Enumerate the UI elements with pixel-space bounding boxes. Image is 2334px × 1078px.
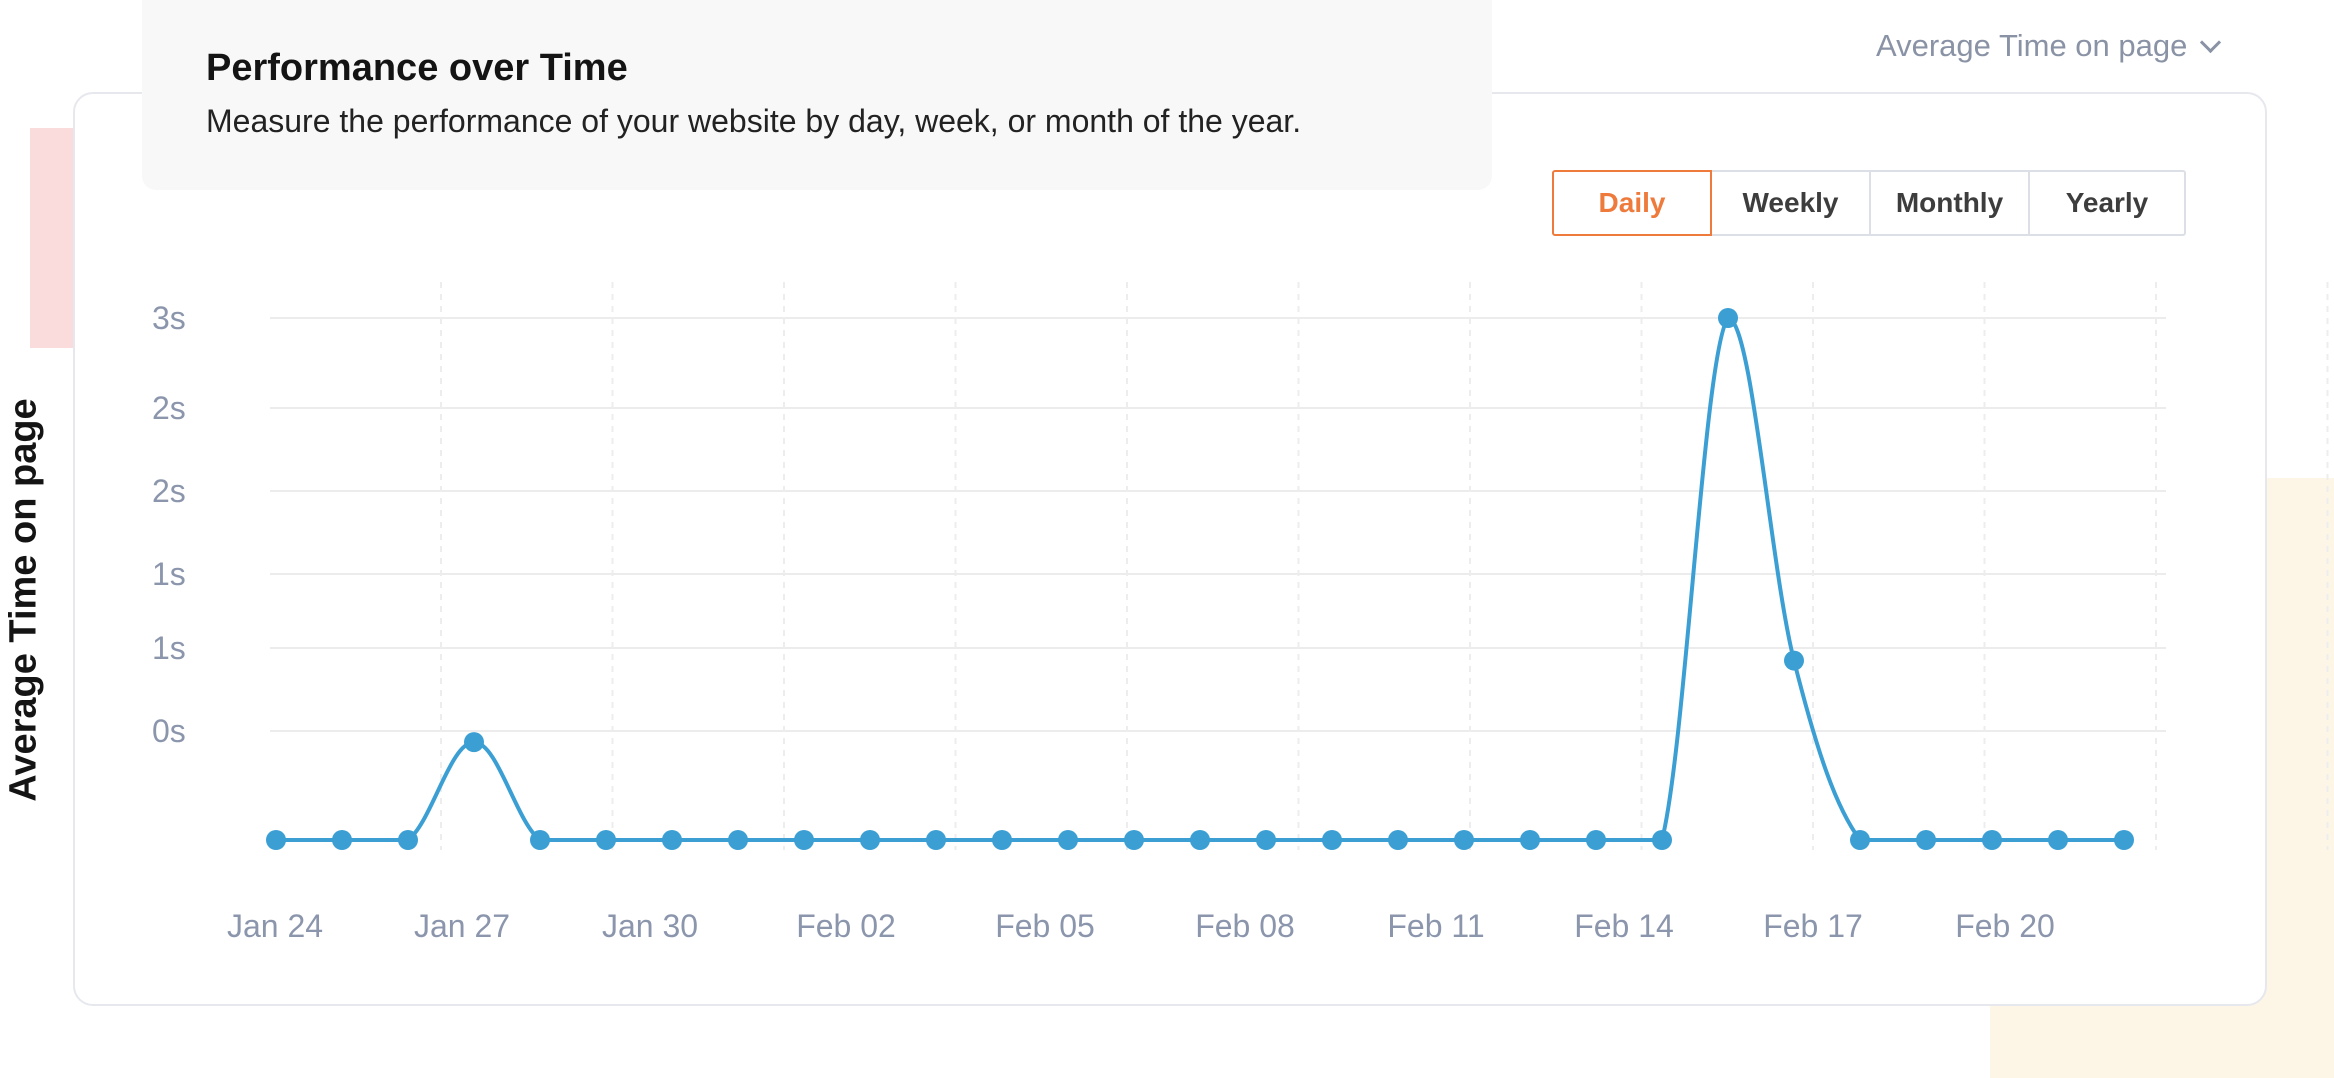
data-point <box>398 830 418 850</box>
data-point <box>794 830 814 850</box>
x-tick-label: Feb 11 <box>1387 908 1484 944</box>
data-point <box>1454 830 1474 850</box>
data-point <box>1784 650 1804 671</box>
data-point <box>1586 830 1606 850</box>
data-point <box>1256 830 1276 850</box>
period-toggle-weekly[interactable]: Weekly <box>1710 170 1871 236</box>
data-point <box>1124 830 1144 850</box>
x-tick-label: Feb 17 <box>1763 908 1863 944</box>
chart-heading: Performance over Time <box>206 47 628 89</box>
period-toggle-group: Daily Weekly Monthly Yearly <box>1552 170 2186 236</box>
data-point <box>992 830 1012 850</box>
period-toggle-monthly[interactable]: Monthly <box>1869 170 2030 236</box>
data-point <box>2048 830 2068 850</box>
chart-description: Measure the performance of your website … <box>206 103 1302 139</box>
x-tick-label: Jan 24 <box>227 908 323 944</box>
data-point <box>266 830 286 850</box>
x-tick-label: Feb 20 <box>1955 908 2055 944</box>
y-tick-label: 3s <box>152 300 186 336</box>
y-tick-label: 0s <box>152 713 186 749</box>
series-line <box>275 316 2124 843</box>
y-tick-label: 1s <box>152 556 186 592</box>
data-point <box>1982 830 2002 850</box>
data-point <box>1322 830 1342 850</box>
data-point <box>728 830 748 850</box>
chart-card <box>73 92 2267 1006</box>
data-point <box>662 830 682 850</box>
data-point <box>1916 830 1936 850</box>
metric-dropdown[interactable]: Average Time on page <box>1876 22 2222 70</box>
data-point <box>530 830 550 850</box>
x-tick-label: Jan 30 <box>602 908 698 944</box>
x-tick-label: Feb 08 <box>1195 908 1295 944</box>
x-tick-label: Feb 02 <box>796 908 896 944</box>
y-tick-label: 1s <box>152 630 186 666</box>
y-tick-label: 2s <box>152 390 186 426</box>
data-point <box>596 830 616 850</box>
data-point <box>1850 830 1870 850</box>
data-point <box>1652 830 1672 850</box>
decorative-pink-block <box>30 128 74 348</box>
y-tick-label: 2s <box>152 473 186 509</box>
data-point <box>332 830 352 850</box>
chart-header: Performance over Time Measure the perfor… <box>142 0 1492 190</box>
data-point <box>1190 830 1210 850</box>
period-toggle-yearly[interactable]: Yearly <box>2028 170 2186 236</box>
x-tick-label: Feb 05 <box>995 908 1095 944</box>
metric-dropdown-label: Average Time on page <box>1876 28 2188 63</box>
data-point <box>464 732 484 753</box>
data-point <box>1520 830 1540 850</box>
x-tick-label: Feb 14 <box>1574 908 1674 944</box>
data-point <box>1058 830 1078 850</box>
data-point <box>1718 308 1738 328</box>
data-point <box>1388 830 1408 850</box>
data-point <box>926 830 946 850</box>
period-toggle-daily[interactable]: Daily <box>1552 170 1712 236</box>
data-point <box>860 830 880 850</box>
x-tick-label: Jan 27 <box>414 908 510 944</box>
data-point <box>2114 830 2134 850</box>
